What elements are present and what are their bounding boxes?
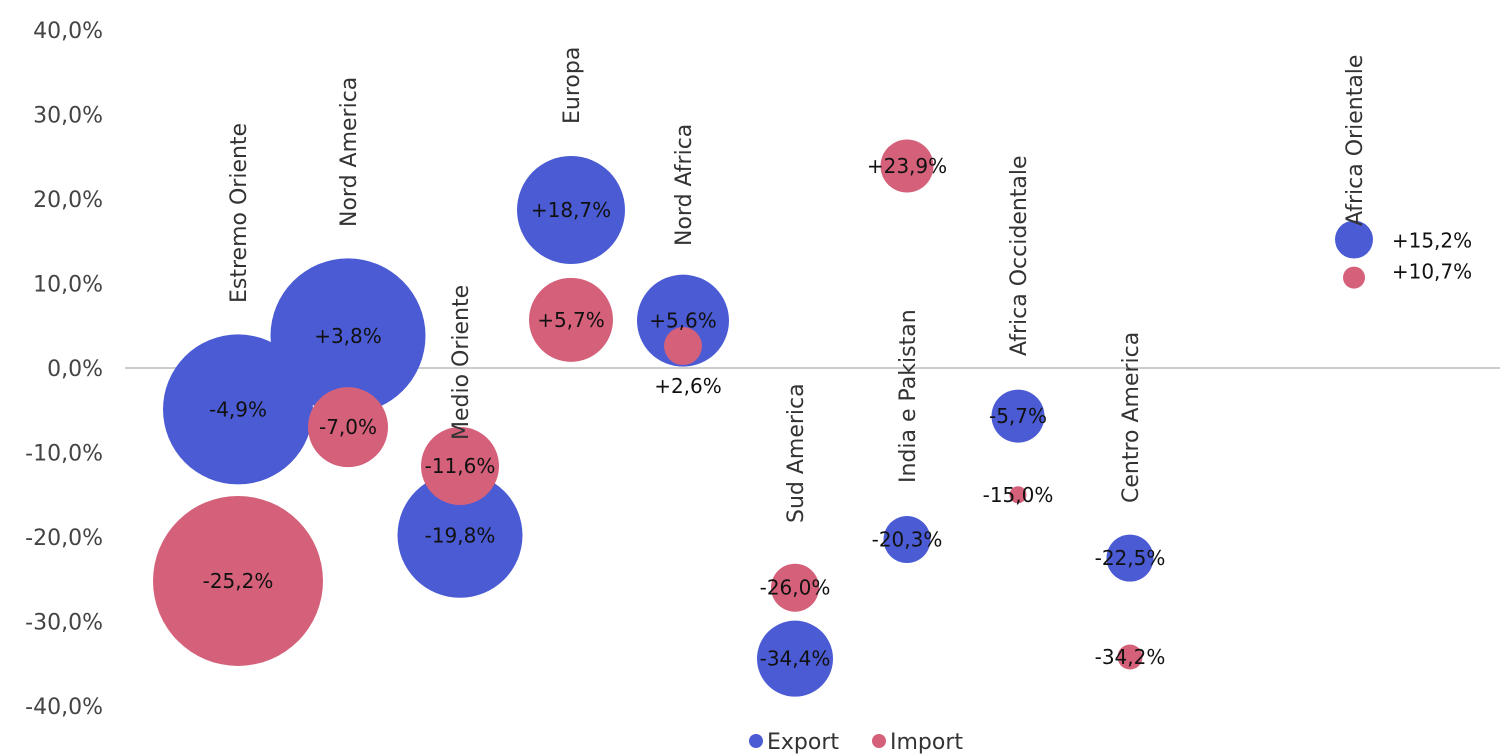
export-bubble xyxy=(397,472,523,598)
y-tick-label: 20,0% xyxy=(33,188,103,213)
y-tick-label: -40,0% xyxy=(25,695,103,720)
data-label: +5,7% xyxy=(537,308,605,332)
data-label: -34,4% xyxy=(760,647,831,671)
y-tick-label: 0,0% xyxy=(47,357,103,382)
export-bubble xyxy=(1106,534,1154,582)
export-bubble xyxy=(163,334,313,485)
region-label: Europa xyxy=(560,47,585,124)
y-tick-label: -20,0% xyxy=(25,526,103,551)
import-bubble xyxy=(880,139,934,193)
export-bubble xyxy=(883,516,931,564)
bubbles xyxy=(153,139,1373,697)
region-label: India e Pakistan xyxy=(896,309,921,483)
export-bubble xyxy=(757,620,833,697)
export-bubble xyxy=(517,155,625,264)
import-bubble xyxy=(1117,644,1143,670)
data-label: -26,0% xyxy=(760,576,831,600)
data-label: -5,7% xyxy=(989,404,1047,428)
data-label: -25,2% xyxy=(203,569,274,593)
data-label: -15,0% xyxy=(983,483,1054,507)
data-label: +18,7% xyxy=(531,198,611,222)
import-bubble xyxy=(664,327,702,366)
data-label: -34,2% xyxy=(1095,645,1166,669)
export-bubble xyxy=(270,258,426,414)
y-tick-label: 10,0% xyxy=(33,273,103,298)
data-label: -22,5% xyxy=(1095,546,1166,570)
region-label: Estremo Oriente xyxy=(227,123,252,303)
import-bubble xyxy=(771,563,819,612)
y-tick-label: 30,0% xyxy=(33,104,103,129)
y-tick-label: 40,0% xyxy=(33,19,103,44)
y-tick-label: -10,0% xyxy=(25,442,103,467)
export-bubble xyxy=(637,274,729,367)
data-label: +15,2% xyxy=(1392,229,1472,253)
region-label: Centro America xyxy=(1119,332,1144,503)
region-label: Medio Oriente xyxy=(449,285,474,440)
legend-marker xyxy=(749,734,763,748)
region-label: Sud America xyxy=(784,383,809,523)
data-label: -20,3% xyxy=(872,528,943,552)
y-tick-label: -30,0% xyxy=(25,611,103,636)
data-label: -7,0% xyxy=(319,415,377,439)
data-label: -4,9% xyxy=(209,397,267,421)
legend: Export Import xyxy=(749,730,963,755)
data-label: +2,6% xyxy=(654,374,722,398)
import-bubble xyxy=(153,495,323,666)
data-label: +23,9% xyxy=(867,154,947,178)
data-label: +3,8% xyxy=(314,324,382,348)
y-axis: 40,0% 30,0% 20,0% 10,0% 0,0% -10,0% -20,0% -30,… xyxy=(25,19,103,720)
legend-marker xyxy=(872,734,886,748)
region-label: Nord Africa xyxy=(672,124,697,246)
legend-label: Import xyxy=(890,730,963,755)
import-bubble xyxy=(421,427,499,506)
import-bubble xyxy=(308,387,388,468)
export-bubble xyxy=(1335,220,1373,259)
export-bubble xyxy=(991,389,1045,443)
import-bubble xyxy=(1343,266,1365,289)
region-label: Nord America xyxy=(337,77,362,227)
region-labels: Estremo Oriente Nord America Medio Oriente… xyxy=(227,47,1368,523)
data-label: -19,8% xyxy=(425,523,496,547)
import-bubble xyxy=(529,277,613,362)
data-label: +5,6% xyxy=(649,309,717,333)
region-label: Africa Orientale xyxy=(1343,55,1368,226)
data-label: -11,6% xyxy=(425,454,496,478)
region-label: Africa Occidentale xyxy=(1007,155,1032,356)
data-labels: -4,9% -25,2% +3,8% -7,0% -19,8% -11,6% +18,7% +… xyxy=(203,154,1473,671)
legend-label: Export xyxy=(767,730,839,755)
import-bubble xyxy=(1009,486,1027,504)
data-label: +10,7% xyxy=(1392,260,1472,284)
